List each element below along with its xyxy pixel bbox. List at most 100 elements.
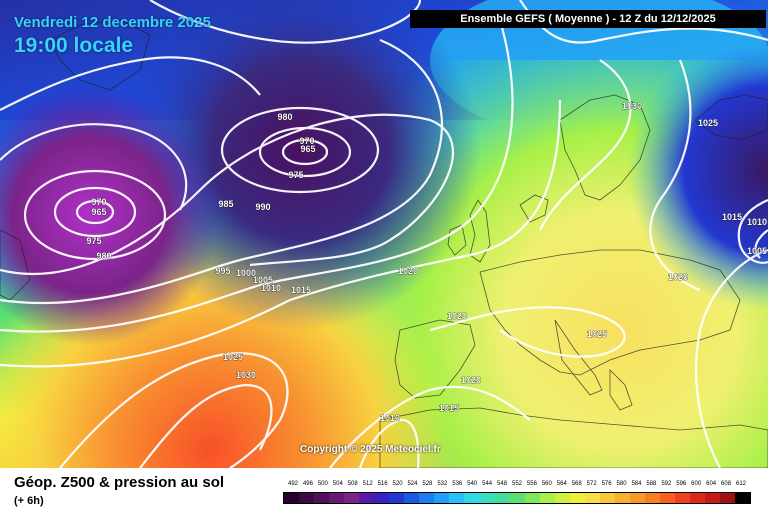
- isobar-label: 965: [300, 144, 315, 154]
- scale-tick-label: 564: [556, 481, 567, 487]
- isobar-label: 1025: [698, 118, 718, 128]
- map-title: Géop. Z500 & pression au sol: [14, 474, 225, 491]
- scale-swatch: [374, 493, 390, 503]
- isobar-label: 1015: [291, 285, 311, 295]
- isobar-label: 985: [218, 199, 233, 209]
- forecast-lead: (+ 6h): [14, 495, 44, 507]
- scale-tick-label: 508: [347, 481, 358, 487]
- scale-tick-label: 496: [302, 481, 313, 487]
- isobar-label: 1020: [398, 266, 418, 276]
- isobar-label: 1025: [587, 329, 607, 339]
- scale-swatch: [554, 493, 570, 503]
- scale-tick-label: 560: [541, 481, 552, 487]
- isobar-label: 1010: [380, 413, 400, 423]
- scale-swatch: [284, 493, 300, 503]
- scale-tick-label: 608: [721, 481, 732, 487]
- scale-tick-label: 584: [631, 481, 642, 487]
- scale-tick-label: 552: [511, 481, 522, 487]
- scale-tick-label: 588: [646, 481, 657, 487]
- isobars: [0, 0, 768, 111]
- scale-tick-label: 612: [735, 481, 746, 487]
- copyright-notice: Copyright © 2025 Meteociel.fr: [300, 444, 441, 455]
- isobar-label: 1020: [668, 272, 688, 282]
- scale-tick-label: 540: [467, 481, 478, 487]
- scale-tick-label: 528: [422, 481, 433, 487]
- scale-swatch: [449, 493, 465, 503]
- scale-tick-label: 520: [392, 481, 403, 487]
- scale-tick-label: 592: [661, 481, 672, 487]
- forecast-time: 19:00 locale: [14, 34, 134, 57]
- coastlines: [0, 19, 768, 468]
- forecast-date: Vendredi 12 decembre 2025: [14, 14, 211, 31]
- isobar-label: 980: [96, 251, 111, 261]
- isobar-label: 965: [91, 207, 106, 217]
- scale-tick-label: 536: [452, 481, 463, 487]
- scale-swatch: [599, 493, 615, 503]
- scale-tick-label: 492: [287, 481, 298, 487]
- scale-swatch: [524, 493, 540, 503]
- scale-tick-label: 576: [601, 481, 612, 487]
- scale-swatch: [299, 493, 315, 503]
- isobar-label: 1005: [253, 275, 273, 285]
- weather-map: 980 970 965 975 970 965 975 980 985 990 995 1000 100…: [0, 0, 768, 468]
- isobar-label: 1015: [722, 212, 742, 222]
- isobar-label: 1015: [439, 403, 459, 413]
- isobar-label: 1020: [447, 311, 467, 321]
- scale-tick-label: 604: [706, 481, 717, 487]
- east-field: [600, 30, 768, 310]
- scale-swatch: [614, 493, 630, 503]
- scale-swatch: [404, 493, 420, 503]
- isobar-label: 970: [91, 197, 106, 207]
- isobar-label: 1025: [223, 352, 243, 362]
- low-field-2: [0, 80, 230, 350]
- scale-swatch: [644, 493, 660, 503]
- model-run-info: Ensemble GEFS ( Moyenne ) - 12 Z du 12/1…: [410, 10, 766, 28]
- isobar-label: 1000: [236, 268, 256, 278]
- scale-swatch: [629, 493, 645, 503]
- scale-tick-label: 596: [676, 481, 687, 487]
- scale-swatch: [344, 493, 360, 503]
- scale-tick-label: 548: [497, 481, 508, 487]
- scale-swatch: [719, 493, 735, 503]
- scale-swatch: [464, 493, 480, 503]
- scale-swatch: [314, 493, 330, 503]
- isobar-label: 1010: [747, 217, 767, 227]
- scale-swatch: [569, 493, 585, 503]
- scale-swatch: [704, 493, 720, 503]
- isobar-label: 1010: [261, 283, 281, 293]
- scale-tick-label: 556: [526, 481, 537, 487]
- scale-tick-label: 568: [571, 481, 582, 487]
- scale-swatch: [689, 493, 705, 503]
- isobar-label: 975: [288, 170, 303, 180]
- isobar-label: 1030: [622, 101, 642, 111]
- isobar-label: 980: [277, 112, 292, 122]
- scale-swatch: [359, 493, 375, 503]
- scale-tick-label: 544: [482, 481, 493, 487]
- scale-swatch: [419, 493, 435, 503]
- legend-footer: Géop. Z500 & pression au sol (+ 6h) 492 4…: [0, 468, 768, 512]
- scale-tick-label: 524: [407, 481, 418, 487]
- color-scale-labels: 492 496 500 504 508 512 516 520 524 528 532 536 540 5…: [283, 481, 751, 491]
- scale-swatch: [584, 493, 600, 503]
- scale-swatch: [659, 493, 675, 503]
- isobar-label: 970: [299, 136, 314, 146]
- scale-swatch: [539, 493, 555, 503]
- scale-tick-label: 580: [616, 481, 627, 487]
- scale-swatch: [389, 493, 405, 503]
- isobar-label: 995: [215, 266, 230, 276]
- scale-tick-label: 600: [691, 481, 702, 487]
- scale-swatch: [329, 493, 345, 503]
- scale-tick-label: 532: [437, 481, 448, 487]
- scale-tick-label: 504: [332, 481, 343, 487]
- scale-swatch: [479, 493, 495, 503]
- isobar-label: 1005: [747, 246, 767, 256]
- scale-swatch: [674, 493, 690, 503]
- scale-swatch: [509, 493, 525, 503]
- isobar-label: 1030: [236, 370, 256, 380]
- scale-swatch: [734, 493, 750, 503]
- scale-swatch: [434, 493, 450, 503]
- scale-tick-label: 516: [377, 481, 388, 487]
- isobar-label: 975: [86, 236, 101, 246]
